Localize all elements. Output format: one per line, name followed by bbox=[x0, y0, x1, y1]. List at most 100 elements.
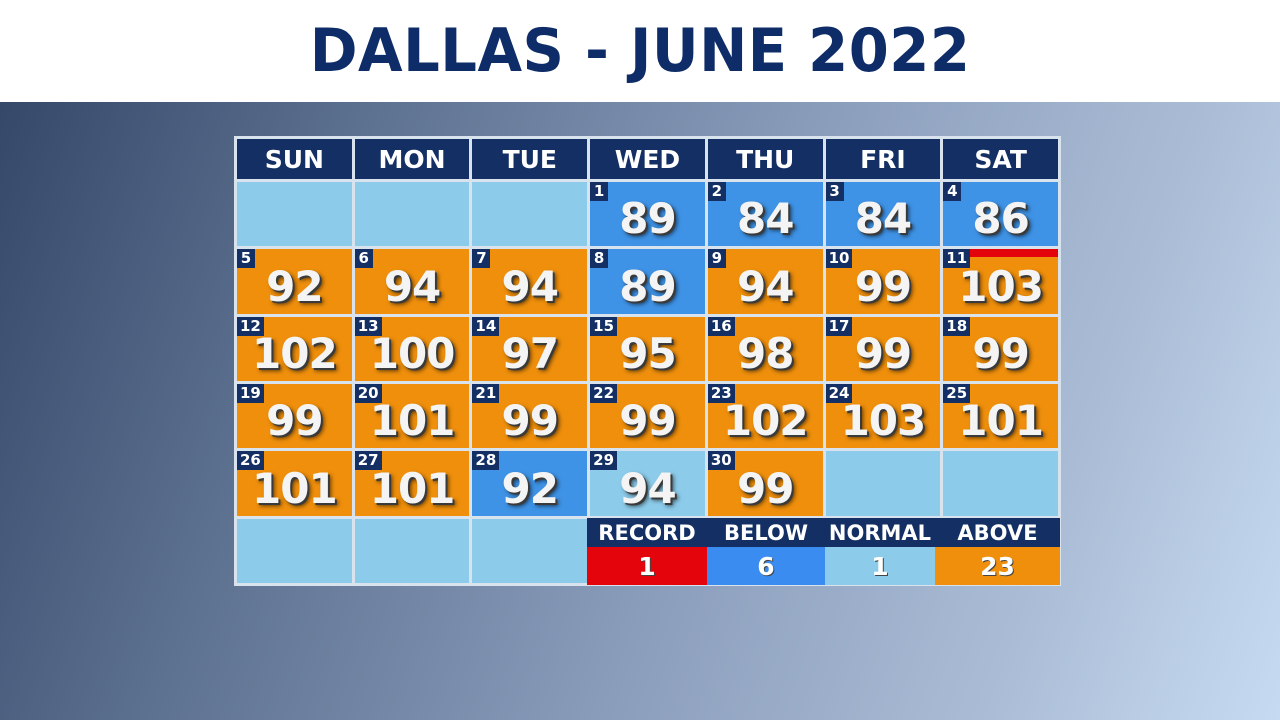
day-cell-8: 8 89 bbox=[590, 249, 705, 314]
legend-count-normal: 1 bbox=[825, 547, 935, 585]
day-number: 8 bbox=[590, 249, 609, 269]
day-number: 30 bbox=[707, 451, 735, 471]
weekday-header-thu: THU bbox=[707, 139, 823, 179]
day-number: 14 bbox=[472, 316, 500, 336]
high-temperature: 100 bbox=[369, 329, 456, 378]
day-cell-20: 20 101 bbox=[354, 384, 470, 449]
day-cell-13: 13 100 bbox=[354, 316, 470, 381]
day-cell-23: 23 102 bbox=[707, 384, 823, 449]
day-number: 23 bbox=[707, 384, 735, 403]
high-temperature: 99 bbox=[854, 329, 912, 378]
page-title: DALLAS - JUNE 2022 bbox=[309, 16, 971, 86]
day-number: 28 bbox=[472, 451, 500, 471]
weekday-header-tue: TUE bbox=[472, 139, 588, 179]
high-temperature: 94 bbox=[619, 463, 676, 513]
high-temperature: 101 bbox=[369, 396, 456, 446]
weekday-header-wed: WED bbox=[590, 139, 705, 179]
day-cell-15: 15 95 bbox=[590, 316, 705, 381]
empty-day-cell bbox=[943, 451, 1058, 516]
day-cell-3: 3 84 bbox=[825, 182, 941, 247]
empty-day-cell bbox=[825, 451, 941, 516]
high-temperature: 102 bbox=[252, 329, 338, 378]
day-cell-12: 12 102 bbox=[237, 316, 352, 381]
high-temperature: 99 bbox=[854, 261, 912, 311]
day-cell-11: 11 103 bbox=[943, 249, 1058, 314]
day-number: 18 bbox=[943, 316, 971, 336]
empty-day-cell bbox=[354, 182, 470, 247]
day-number: 6 bbox=[354, 249, 373, 269]
high-temperature: 94 bbox=[383, 261, 441, 311]
high-temperature: 103 bbox=[840, 396, 927, 446]
day-number: 24 bbox=[825, 384, 853, 403]
high-temperature: 103 bbox=[958, 261, 1044, 311]
high-temperature: 86 bbox=[972, 194, 1029, 244]
high-temperature: 101 bbox=[252, 463, 338, 513]
empty-day-cell bbox=[472, 518, 588, 583]
high-temperature: 95 bbox=[619, 329, 676, 378]
day-cell-14: 14 97 bbox=[472, 316, 588, 381]
day-cell-10: 10 99 bbox=[825, 249, 941, 314]
day-cell-28: 28 92 bbox=[472, 451, 588, 516]
high-temperature: 94 bbox=[501, 261, 559, 311]
legend-count-above: 23 bbox=[935, 547, 1060, 585]
high-temperature: 97 bbox=[501, 329, 559, 378]
day-number: 15 bbox=[590, 316, 618, 336]
record-indicator bbox=[965, 249, 1058, 258]
high-temperature: 99 bbox=[736, 463, 794, 513]
high-temperature: 99 bbox=[972, 329, 1029, 378]
high-temperature: 99 bbox=[266, 396, 323, 446]
day-number: 12 bbox=[237, 316, 264, 336]
high-temperature: 94 bbox=[736, 261, 794, 311]
day-cell-26: 26 101 bbox=[237, 451, 352, 516]
day-cell-9: 9 94 bbox=[707, 249, 823, 314]
empty-day-cell bbox=[237, 182, 352, 247]
empty-day-cell bbox=[354, 518, 470, 583]
high-temperature: 84 bbox=[736, 194, 794, 244]
day-cell-5: 5 92 bbox=[237, 249, 352, 314]
high-temperature: 92 bbox=[501, 463, 559, 513]
day-number: 27 bbox=[354, 451, 382, 471]
day-number: 5 bbox=[237, 249, 255, 269]
high-temperature: 101 bbox=[369, 463, 456, 513]
day-cell-30: 30 99 bbox=[707, 451, 823, 516]
day-number: 17 bbox=[825, 316, 853, 336]
day-number: 21 bbox=[472, 384, 500, 403]
day-number: 10 bbox=[825, 249, 853, 269]
high-temperature: 89 bbox=[619, 261, 676, 311]
high-temperature: 99 bbox=[619, 396, 676, 446]
day-number: 9 bbox=[707, 249, 726, 269]
day-cell-22: 22 99 bbox=[590, 384, 705, 449]
high-temperature: 99 bbox=[501, 396, 559, 446]
weekday-header-sun: SUN bbox=[237, 139, 352, 179]
day-cell-16: 16 98 bbox=[707, 316, 823, 381]
summary-legend: RECORD BELOW NORMAL ABOVE 1 6 1 23 bbox=[587, 518, 1060, 585]
day-number: 25 bbox=[943, 384, 971, 403]
high-temperature: 98 bbox=[736, 329, 794, 378]
day-cell-17: 17 99 bbox=[825, 316, 941, 381]
weekday-header-mon: MON bbox=[354, 139, 470, 179]
weekday-header-fri: FRI bbox=[825, 139, 941, 179]
day-cell-4: 4 86 bbox=[943, 182, 1058, 247]
day-number: 22 bbox=[590, 384, 618, 403]
calendar-grid: SUN MON TUE WED THU FRI SAT 1 89 2 84 3 84 4 86… bbox=[234, 136, 1061, 586]
legend-label-above: ABOVE bbox=[935, 518, 1060, 547]
day-number: 2 bbox=[707, 182, 726, 201]
day-cell-27: 27 101 bbox=[354, 451, 470, 516]
day-number: 11 bbox=[943, 249, 971, 269]
day-cell-29: 29 94 bbox=[590, 451, 705, 516]
day-number: 26 bbox=[237, 451, 264, 471]
day-number: 1 bbox=[590, 182, 609, 201]
day-cell-7: 7 94 bbox=[472, 249, 588, 314]
empty-day-cell bbox=[237, 518, 352, 583]
legend-count-record: 1 bbox=[587, 547, 707, 585]
day-cell-19: 19 99 bbox=[237, 384, 352, 449]
day-number: 13 bbox=[354, 316, 382, 336]
legend-label-normal: NORMAL bbox=[825, 518, 935, 547]
day-cell-25: 25 101 bbox=[943, 384, 1058, 449]
day-cell-18: 18 99 bbox=[943, 316, 1058, 381]
day-number: 4 bbox=[943, 182, 962, 201]
day-number: 20 bbox=[354, 384, 382, 403]
day-cell-6: 6 94 bbox=[354, 249, 470, 314]
day-number: 16 bbox=[707, 316, 735, 336]
high-temperature: 92 bbox=[266, 261, 323, 311]
